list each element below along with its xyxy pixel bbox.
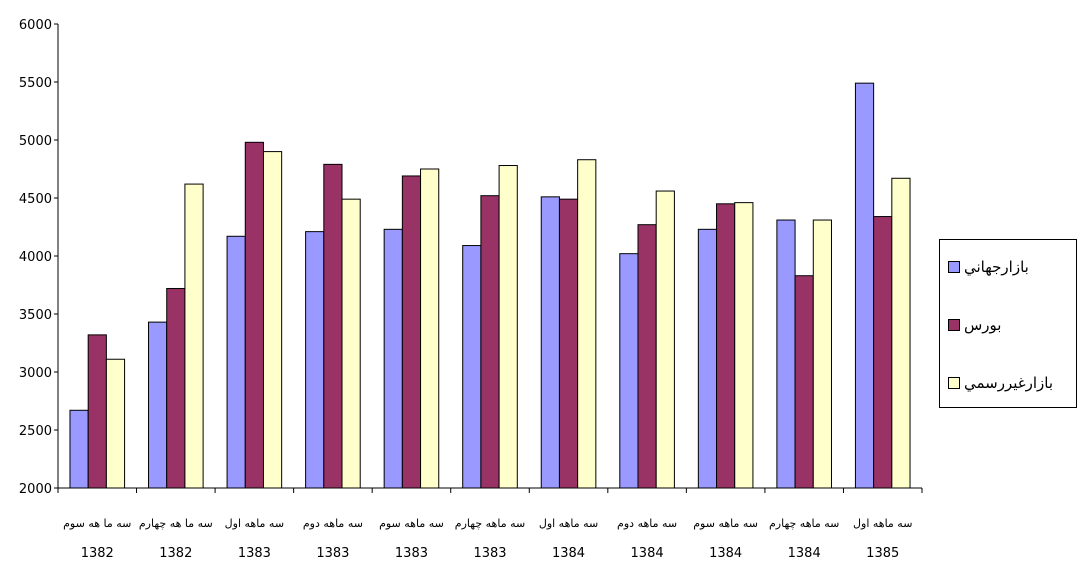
bar-0-0 (69, 409, 89, 489)
bar-2-5 (498, 165, 518, 489)
x-category-label: سه ماهه سوم (379, 517, 444, 530)
bar-0-9 (776, 219, 796, 489)
bar-1-0 (87, 334, 107, 489)
y-tick-label: 4500 (19, 192, 52, 207)
bar-2-6 (577, 159, 597, 489)
x-axis: سه ما هه سوم 1382 سه ما هه چهارم 1382 سه ماه… (57, 487, 923, 561)
bar-1-9 (794, 275, 814, 489)
bar-1-2 (244, 141, 264, 489)
legend-swatch-0 (948, 261, 960, 273)
bar-0-4 (383, 228, 403, 489)
bar-2-8 (734, 202, 754, 489)
x-year-label: 1385 (866, 546, 899, 561)
bar-1-8 (716, 203, 736, 489)
x-category-label: سه ماهه سوم (693, 517, 758, 530)
bar-2-0 (105, 358, 126, 489)
x-category-label: سه ماهه دوم (617, 517, 677, 530)
y-tick-label: 4000 (19, 250, 52, 265)
y-tick-label: 5000 (19, 134, 52, 149)
legend-label-1: بورس (964, 316, 1002, 334)
bar-1-6 (558, 198, 579, 489)
bar-0-5 (462, 245, 482, 489)
bar-2-7 (655, 190, 675, 489)
y-tick-label: 2000 (19, 482, 52, 497)
y-tick-label: 6000 (19, 18, 52, 33)
bar-series-group (69, 82, 911, 489)
bar-1-7 (637, 224, 657, 489)
x-category-label: سه ماهه اول (853, 517, 912, 530)
x-year-label: 1384 (709, 546, 742, 561)
x-category-label: سه ما هه چهارم (139, 517, 213, 530)
legend-swatch-1 (948, 319, 960, 331)
x-category-label: سه ماهه چهارم (455, 517, 525, 530)
x-category-label: سه ما هه سوم (63, 517, 131, 530)
legend-item-2: بازارغيررسمي (948, 374, 1053, 392)
x-year-label: 1383 (395, 546, 428, 561)
bar-1-10 (873, 216, 893, 489)
legend-label-2: بازارغيررسمي (964, 374, 1054, 392)
y-tick-label: 3000 (19, 366, 52, 381)
y-tick-label: 5500 (19, 76, 52, 91)
bar-0-10 (854, 82, 875, 489)
y-tick-label: 2500 (19, 424, 52, 439)
x-category-label: سه ماهه چهارم (769, 517, 839, 530)
bar-0-7 (619, 253, 639, 489)
x-year-label: 1382 (159, 546, 192, 561)
x-year-label: 1384 (788, 546, 821, 561)
y-tick-label: 3500 (19, 308, 52, 323)
legend: بازارجهاني بورس بازارغيررسمي (939, 239, 1077, 408)
legend-item-0: بازارجهاني (948, 258, 1029, 276)
x-year-label: 1384 (631, 546, 664, 561)
bar-2-9 (812, 219, 832, 489)
bar-0-3 (305, 231, 325, 489)
bar-2-4 (420, 168, 440, 489)
x-year-label: 1383 (473, 546, 506, 561)
x-category-label: سه ماهه دوم (303, 517, 363, 530)
bar-2-10 (891, 177, 911, 489)
bar-0-2 (226, 235, 246, 489)
bar-1-1 (166, 287, 186, 489)
legend-swatch-2 (948, 377, 960, 389)
bar-2-2 (262, 151, 283, 489)
bar-1-5 (480, 195, 500, 489)
legend-label-0: بازارجهاني (964, 258, 1029, 276)
x-year-label: 1383 (316, 546, 349, 561)
bar-1-3 (323, 163, 343, 489)
bar-1-4 (401, 175, 422, 489)
x-year-label: 1384 (552, 546, 585, 561)
bar-0-1 (148, 321, 168, 489)
x-year-label: 1382 (81, 546, 114, 561)
bar-2-1 (184, 183, 204, 489)
y-axis: 2000 2500 3000 3500 4000 4500 5000 5500 6000 (19, 18, 59, 497)
x-category-label: سه ماهه اول (225, 517, 284, 530)
bar-2-3 (341, 198, 361, 489)
legend-item-1: بورس (948, 316, 1001, 334)
bar-0-6 (540, 196, 560, 489)
x-year-label: 1383 (238, 546, 271, 561)
x-category-label: سه ماهه اول (539, 517, 598, 530)
bar-0-8 (697, 228, 718, 489)
